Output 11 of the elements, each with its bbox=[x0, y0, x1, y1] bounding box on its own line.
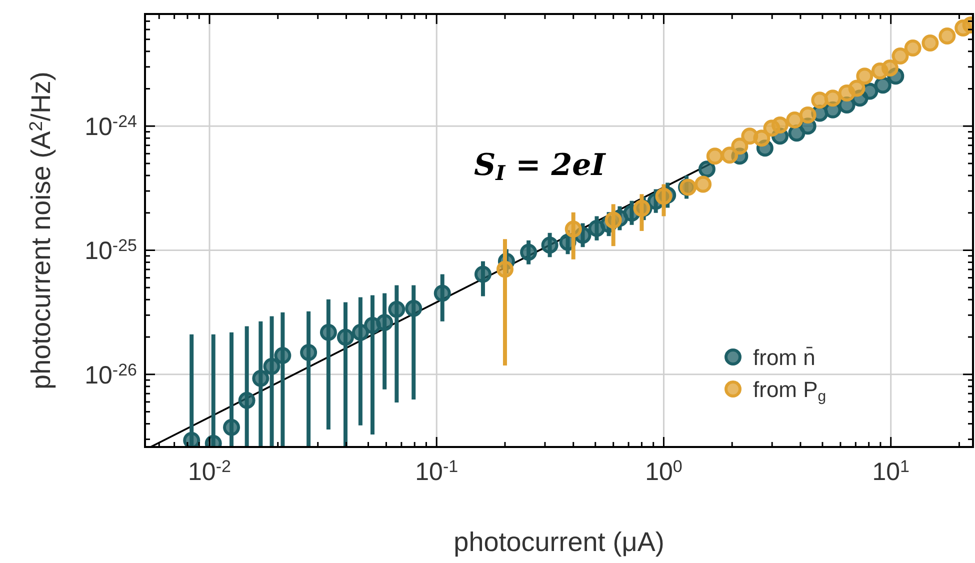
y-tick-label: 10$^{-24}$ bbox=[84, 112, 137, 142]
x-tick-label: 10$^{-1}$ bbox=[415, 457, 458, 486]
legend-label: from n̄ bbox=[753, 345, 816, 370]
y-tick-label: 10$^{-25}$ bbox=[84, 236, 137, 266]
legend-label: from P$_{g}$ bbox=[753, 377, 826, 405]
x-axis-title: photocurrent (μA) bbox=[454, 527, 664, 557]
annotation: S$_{I}$ = 2eI bbox=[474, 148, 606, 185]
y-tick-label: 10$^{-26}$ bbox=[84, 360, 137, 390]
x-tick-label: 10$^{1}$ bbox=[872, 457, 910, 486]
x-tick-label: 10$^{0}$ bbox=[645, 457, 682, 486]
x-tick-label: 10$^{-2}$ bbox=[188, 457, 231, 486]
